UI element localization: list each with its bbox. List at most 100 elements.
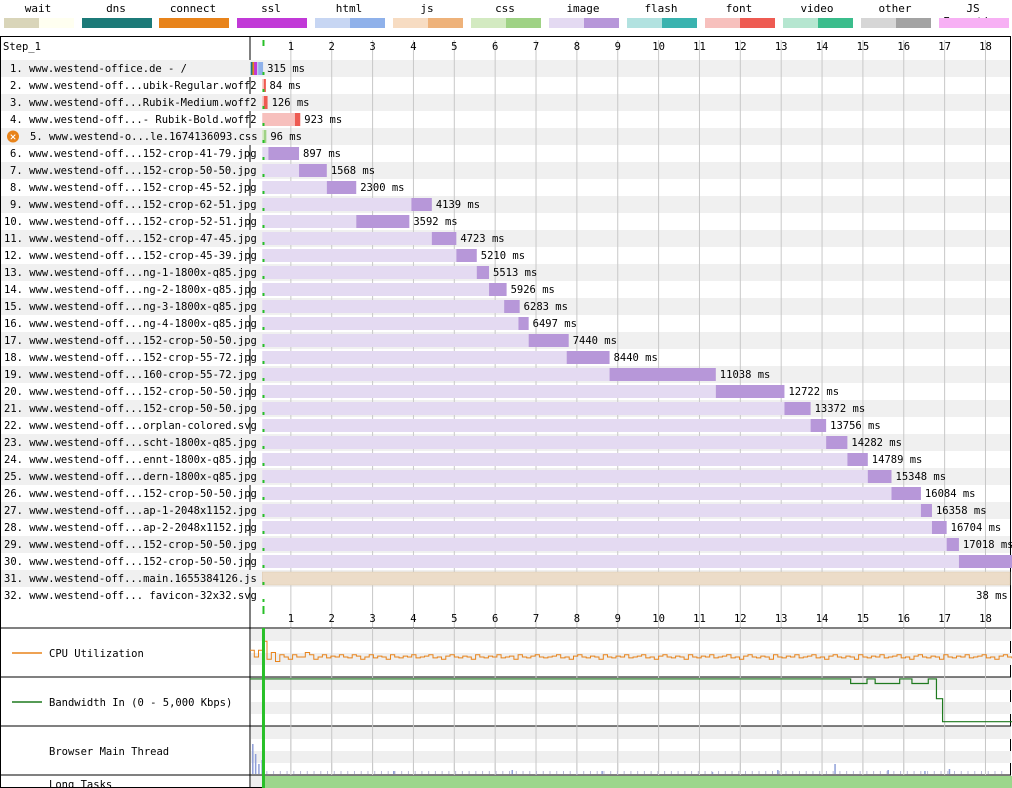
start-render-tick (262, 242, 265, 245)
tick-label-bottom: 5 (451, 613, 457, 625)
tick-label-top: 8 (574, 41, 580, 53)
main-thread-activity (623, 771, 625, 774)
request-label: 25. www.westend-off...dern-1800x-q85.jpg (4, 471, 257, 483)
row-stripe (1, 230, 1010, 247)
request-label: 7. www.westend-off...152-crop-50-50.jpg (10, 165, 257, 177)
request-bar-download (609, 368, 716, 381)
main-thread-activity (393, 771, 395, 774)
main-thread-activity (974, 771, 976, 774)
main-thread-activity (367, 771, 369, 774)
legend-item-font: font (703, 0, 775, 34)
request-bar-wait (262, 368, 610, 381)
request-row (262, 79, 266, 92)
request-bar-wait (262, 538, 947, 551)
start-render-tick (262, 378, 265, 381)
tick-label-top: 14 (816, 41, 829, 53)
legend-label: font (725, 2, 753, 15)
request-time: 4139 ms (436, 199, 480, 211)
legend-item-connect: connect (157, 0, 229, 34)
legend-swatch (783, 18, 853, 28)
legend-swatch-dark (974, 18, 1009, 28)
request-time: 2300 ms (360, 182, 404, 194)
request-bar-download (504, 300, 520, 313)
start-render-tick (262, 157, 265, 160)
main-thread-activity (637, 771, 639, 774)
legend-swatch-dark (272, 18, 307, 28)
main-thread-activity (643, 771, 645, 774)
main-thread-activity (441, 771, 443, 774)
main-thread-activity (697, 771, 699, 774)
main-thread-activity (475, 771, 477, 774)
request-label: 15. www.westend-off...ng-3-1800x-q85.jpg (4, 301, 257, 313)
main-thread-activity (947, 771, 949, 774)
legend-swatch (315, 18, 385, 28)
request-bar-download (263, 96, 268, 109)
request-time: 11038 ms (720, 369, 771, 381)
request-bar-wait (262, 164, 300, 177)
legend-item-wait: wait (2, 0, 74, 34)
bandwidth-lane-label: Bandwidth In (0 - 5,000 Kbps) (49, 697, 232, 709)
request-row (262, 538, 959, 551)
main-thread-activity (353, 771, 355, 774)
row-stripe (1, 162, 1010, 179)
legend-label: flash (644, 2, 678, 15)
request-bar-wait (262, 385, 716, 398)
main-thread-activity (670, 771, 672, 774)
request-time: 5926 ms (511, 284, 555, 296)
tick-label-top: 13 (775, 41, 788, 53)
main-thread-activity (428, 771, 430, 774)
main-thread-activity (664, 771, 666, 774)
main-thread-activity (421, 771, 423, 774)
bandwidth-line (250, 678, 1012, 723)
request-bar-wait (262, 147, 269, 160)
start-render-tick (262, 514, 265, 517)
main-thread-activity (751, 771, 753, 774)
legend-swatch-dark (428, 18, 463, 28)
tick-label-bottom: 17 (938, 613, 951, 625)
main-thread-activity (502, 771, 504, 774)
legend: wait dns connect ssl html js css image flash font… (0, 0, 1012, 34)
request-bar-download (411, 198, 432, 211)
start-render-tick (262, 140, 265, 143)
legend-swatch-light (315, 18, 350, 28)
main-thread-activity (279, 771, 281, 774)
start-render-tick (262, 276, 265, 279)
request-row (262, 504, 932, 517)
request-bar-wait (262, 436, 827, 449)
request-row (262, 283, 507, 296)
tick-label-top: 4 (410, 41, 416, 53)
request-time: 16704 ms (951, 522, 1002, 534)
legend-swatch (82, 18, 152, 28)
legend-item-video: video (781, 0, 853, 34)
request-row (262, 419, 827, 432)
main-thread-activity (650, 771, 652, 774)
main-thread-activity (509, 771, 511, 774)
request-bar-wait (262, 571, 1011, 586)
legend-swatch-dark (194, 18, 229, 28)
lane-stripe (251, 702, 1011, 714)
main-thread-activity (252, 744, 254, 774)
main-thread-activity (313, 771, 315, 774)
main-thread-activity (601, 771, 603, 774)
request-bar-download (826, 436, 848, 449)
main-thread-activity (819, 771, 821, 774)
request-bar-wait (262, 249, 457, 262)
start-render-tick (262, 429, 265, 432)
request-time: 315 ms (267, 63, 305, 75)
request-time: 5210 ms (481, 250, 525, 262)
main-thread-activity (893, 771, 895, 774)
request-label: 16. www.westend-off...ng-4-1800x-q85.jpg (4, 318, 257, 330)
main-thread-activity (785, 771, 787, 774)
tick-label-top: 18 (979, 41, 992, 53)
request-bar-wait (262, 351, 567, 364)
main-thread-activity (718, 771, 720, 774)
cpu-utilization-line (250, 640, 1012, 662)
main-thread-activity (300, 771, 302, 774)
request-bar-download (784, 402, 811, 415)
legend-swatch-light (471, 18, 506, 28)
request-row (262, 351, 610, 364)
main-thread-activity (927, 771, 929, 774)
request-label: 26. www.westend-off...152-crop-50-50.jpg (4, 488, 257, 500)
start-render-tick (262, 480, 265, 483)
request-label: 11. www.westend-off...152-crop-47-45.jpg (4, 233, 257, 245)
